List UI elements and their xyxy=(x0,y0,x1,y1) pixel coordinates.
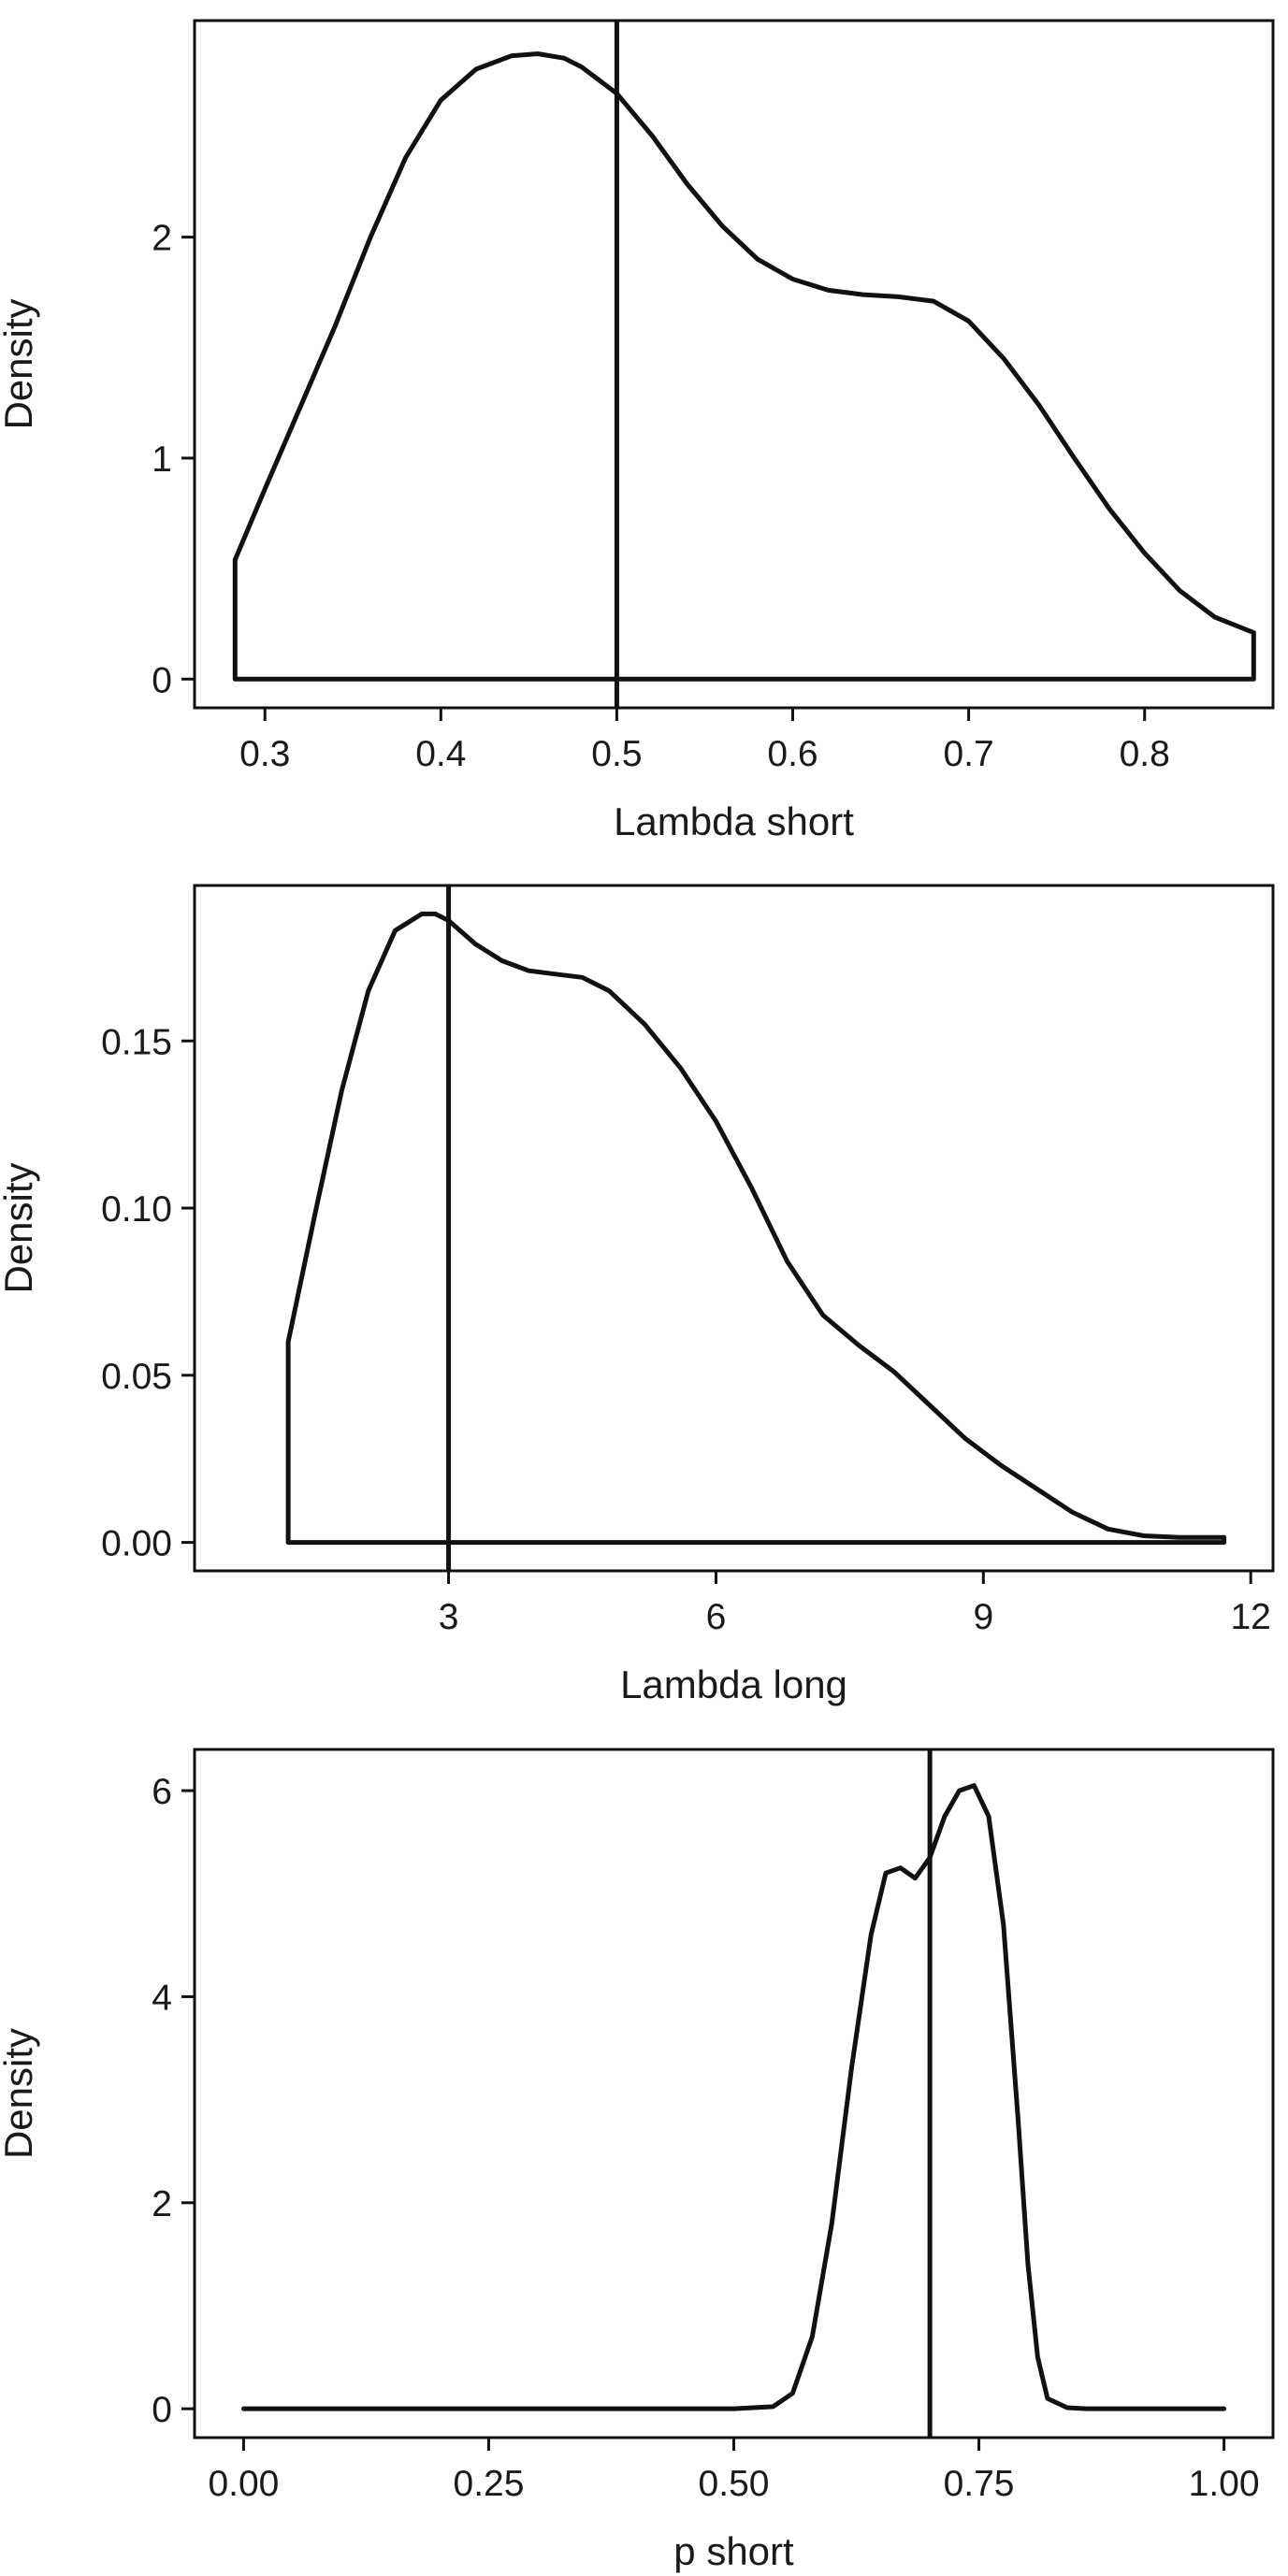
x-tick-label: 0.4 xyxy=(415,734,466,774)
y-tick-label: 2 xyxy=(152,219,172,259)
x-tick-label: 1.00 xyxy=(1189,2464,1260,2504)
density-curve xyxy=(285,911,1227,1546)
x-tick-label: 0.8 xyxy=(1120,734,1170,774)
y-tick-label: 2 xyxy=(152,2184,172,2224)
y-tick-label: 0 xyxy=(152,2390,172,2430)
x-tick-label: 0.6 xyxy=(767,734,818,774)
density-curve xyxy=(232,51,1256,682)
x-tick-label: 0.3 xyxy=(239,734,290,774)
x-tick-label: 9 xyxy=(973,1597,993,1637)
x-axis-label: Lambda short xyxy=(614,799,854,843)
y-axis-label: Density xyxy=(0,298,40,429)
y-tick-label: 1 xyxy=(152,439,172,480)
panel-lambda-short: 0.3 0.4 0.5 0.6 0.7 0.8 0 1 2 Lambda short Density xyxy=(0,19,1275,843)
y-tick-label: 0.00 xyxy=(101,1524,172,1564)
x-axis-label: p short xyxy=(673,2529,794,2573)
x-tick-label: 0.25 xyxy=(454,2464,525,2504)
x-tick-label: 3 xyxy=(439,1597,459,1637)
x-tick-label: 0.50 xyxy=(699,2464,770,2504)
density-curve xyxy=(240,1783,1227,2411)
plot-frame xyxy=(193,19,1275,710)
y-tick-label: 4 xyxy=(152,1978,172,2018)
plot-frame xyxy=(193,884,1275,1573)
y-axis-label: Density xyxy=(0,2028,40,2159)
plot-frame xyxy=(193,1748,1275,2439)
y-tick-label: 0.15 xyxy=(101,1022,172,1062)
panel-lambda-long: 3 6 9 12 0.00 0.05 0.10 0.15 Lambda long Density xyxy=(0,884,1275,1706)
panel-p-short: 0.00 0.25 0.50 0.75 1.00 0 2 4 6 p short Density xyxy=(0,1748,1275,2573)
x-tick-label: 0.75 xyxy=(944,2464,1015,2504)
x-tick-label: 0.5 xyxy=(591,734,642,774)
y-tick-label: 0 xyxy=(152,660,172,700)
y-tick-label: 0.10 xyxy=(101,1189,172,1230)
x-tick-label: 12 xyxy=(1230,1597,1270,1637)
y-tick-label: 0.05 xyxy=(101,1357,172,1397)
x-tick-label: 0.00 xyxy=(208,2464,279,2504)
x-tick-label: 6 xyxy=(706,1597,727,1637)
x-tick-label: 0.7 xyxy=(943,734,993,774)
y-tick-label: 6 xyxy=(152,1772,172,1812)
x-axis-label: Lambda long xyxy=(620,1662,847,1706)
y-axis-label: Density xyxy=(0,1162,40,1293)
